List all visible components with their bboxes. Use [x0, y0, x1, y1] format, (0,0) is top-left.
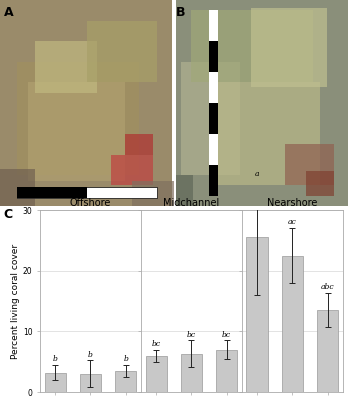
- Text: A: A: [3, 6, 13, 19]
- Bar: [251, 8, 327, 86]
- Bar: [145, 356, 167, 392]
- Bar: [17, 62, 139, 175]
- Bar: [209, 72, 218, 103]
- Bar: [285, 144, 334, 186]
- Bar: [191, 10, 313, 82]
- Bar: [209, 134, 218, 165]
- Bar: [216, 350, 237, 392]
- Bar: [209, 41, 218, 72]
- Bar: [45, 372, 66, 392]
- Text: b: b: [88, 351, 93, 359]
- Bar: [0, 0, 172, 206]
- Text: bc: bc: [222, 331, 231, 339]
- Text: abc: abc: [321, 283, 334, 291]
- Title: Offshore: Offshore: [70, 198, 111, 208]
- Text: b: b: [53, 356, 58, 364]
- Bar: [87, 20, 157, 82]
- Bar: [17, 188, 87, 198]
- Text: bc: bc: [151, 340, 161, 348]
- Bar: [132, 181, 174, 206]
- Bar: [181, 354, 202, 392]
- Text: B: B: [176, 6, 185, 19]
- Text: a: a: [255, 170, 259, 178]
- Bar: [246, 237, 268, 392]
- Bar: [209, 165, 218, 196]
- Bar: [306, 171, 334, 196]
- Bar: [176, 175, 193, 206]
- Bar: [111, 154, 153, 186]
- Text: C: C: [3, 208, 13, 221]
- Text: bc: bc: [187, 331, 196, 339]
- Title: Midchannel: Midchannel: [163, 198, 220, 208]
- Title: Nearshore: Nearshore: [267, 198, 317, 208]
- Text: ac: ac: [288, 218, 297, 226]
- Bar: [176, 0, 348, 206]
- Bar: [125, 134, 153, 154]
- Bar: [216, 82, 320, 186]
- Bar: [35, 41, 97, 93]
- Bar: [209, 10, 218, 41]
- Bar: [282, 256, 303, 392]
- Bar: [115, 371, 136, 392]
- Bar: [181, 62, 240, 175]
- Text: b: b: [123, 355, 128, 363]
- Bar: [0, 169, 35, 206]
- Bar: [28, 82, 125, 181]
- Bar: [209, 103, 218, 134]
- Bar: [80, 374, 101, 392]
- Bar: [317, 310, 338, 392]
- Y-axis label: Percent living coral cover: Percent living coral cover: [11, 244, 20, 358]
- Bar: [17, 188, 157, 198]
